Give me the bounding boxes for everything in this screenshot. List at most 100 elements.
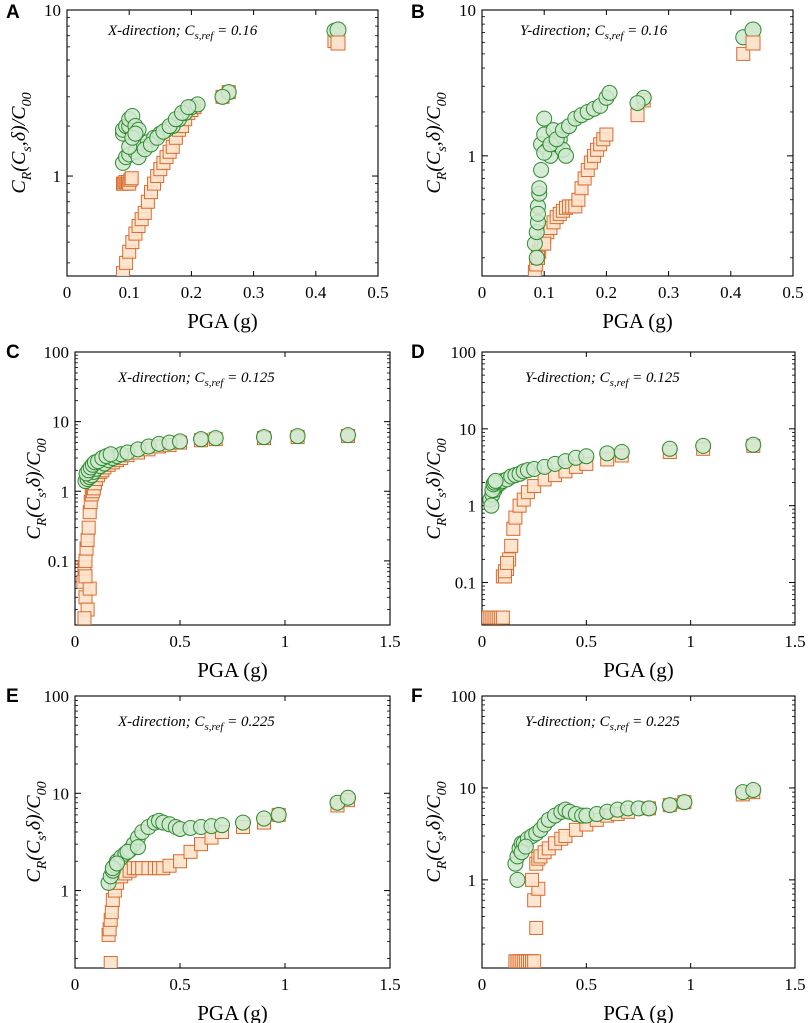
x-tick-label: 0.4 xyxy=(720,283,742,302)
orange-square-point xyxy=(80,532,95,547)
orange-square-point xyxy=(736,46,751,61)
green-circle-point xyxy=(601,84,618,101)
plot-frame xyxy=(66,9,379,277)
annotation: X-direction; Cs,ref = 0.225 xyxy=(117,714,275,733)
x-tick-label: 0 xyxy=(478,632,487,651)
y-tick-label: 10 xyxy=(459,779,476,798)
green-circle-point xyxy=(270,806,287,823)
marker-layer xyxy=(482,436,762,625)
y-tick-label: 1 xyxy=(468,497,477,516)
orange-square-point xyxy=(527,954,542,968)
green-circle-point xyxy=(536,110,553,127)
plot-frame xyxy=(74,351,391,626)
plot-frame xyxy=(481,9,794,277)
green-circle-point xyxy=(235,814,251,831)
plot-frame xyxy=(481,351,796,626)
green-circle-point xyxy=(599,445,616,462)
orange-square-point xyxy=(82,581,97,596)
x-tick-label: 1 xyxy=(686,975,695,994)
y-axis-label: CR(Cs,δ)/C00 xyxy=(423,92,450,193)
annotation: Y-direction; Cs,ref = 0.225 xyxy=(525,714,680,733)
orange-square-point xyxy=(103,956,118,968)
y-tick-label: 0.1 xyxy=(455,574,476,593)
y-tick-label: 0.1 xyxy=(48,552,69,571)
x-axis-label: PGA (g) xyxy=(187,309,258,333)
orange-square-point xyxy=(78,569,93,584)
green-circle-point xyxy=(528,249,545,266)
x-tick-label: 1 xyxy=(686,632,695,651)
panel-a: A 0 0.1 0.2 0.3 0.4 0.5 1 10 PGA (g) CR(Cs,δ)/C00 X… xyxy=(6,1,389,333)
orange-square-point xyxy=(81,520,96,535)
green-circle-point xyxy=(517,838,534,855)
y-tick-label: 10 xyxy=(44,1,61,20)
orange-square-point xyxy=(529,920,544,935)
y-tick-label: 1 xyxy=(61,882,70,901)
green-circle-point xyxy=(509,871,526,888)
green-circle-point xyxy=(533,161,550,178)
orange-square-point xyxy=(599,127,614,142)
green-circle-point xyxy=(207,430,224,447)
y-tick-label: 1 xyxy=(61,482,70,501)
legend-square-marker xyxy=(330,35,346,51)
marker-layer xyxy=(507,781,762,968)
panel-b: B 0 0.1 0.2 0.3 0.4 0.5 1 10 PGA (g) CR(Cs,δ)/C00 Y… xyxy=(411,1,804,333)
green-circle-point xyxy=(695,437,712,454)
panel-letter: C xyxy=(6,342,20,363)
y-tick-label: 100 xyxy=(451,687,477,706)
green-circle-point xyxy=(130,839,146,856)
panel-letter: F xyxy=(411,686,423,707)
x-tick-label: 0.5 xyxy=(782,283,803,302)
x-axis-label: PGA (g) xyxy=(603,658,674,682)
green-circle-point xyxy=(256,810,272,827)
green-circle-point xyxy=(256,429,272,446)
x-axis-label: PGA (g) xyxy=(602,309,673,333)
orange-square-point xyxy=(104,905,119,920)
x-tick-label: 0.1 xyxy=(534,283,555,302)
marker-layer xyxy=(114,22,343,276)
panel-e: E 0 0.5 1 1.5 1 10 100 PGA (g) CR(Cs,δ)/C00 X-dire… xyxy=(6,686,401,1023)
x-tick-label: 0.5 xyxy=(169,975,190,994)
green-circle-point xyxy=(289,428,306,445)
marker-layer xyxy=(526,29,752,276)
y-tick-label: 10 xyxy=(52,784,69,803)
annotation: X-direction; Cs,ref = 0.125 xyxy=(117,370,275,389)
green-circle-point xyxy=(557,147,574,164)
x-tick-label: 0.4 xyxy=(305,283,327,302)
y-axis-label: CR(Cs,δ)/C00 xyxy=(23,438,50,539)
green-circle-point xyxy=(214,88,231,105)
y-tick-label: 1 xyxy=(53,167,62,186)
green-circle-point xyxy=(629,95,646,112)
y-axis-label: CR(Cs,δ)/C00 xyxy=(423,781,450,882)
green-circle-point xyxy=(109,855,125,872)
x-tick-label: 0.2 xyxy=(181,283,202,302)
y-tick-label: 10 xyxy=(459,1,476,20)
x-tick-label: 1.5 xyxy=(379,632,400,651)
orange-square-point xyxy=(77,611,92,625)
green-circle-point xyxy=(340,427,356,444)
green-circle-point xyxy=(172,433,188,450)
plot-frame xyxy=(481,695,796,969)
x-axis-label: PGA (g) xyxy=(197,658,268,682)
y-tick-label: 1 xyxy=(468,871,477,890)
panel-letter: D xyxy=(411,342,425,363)
orange-square-point xyxy=(183,844,198,859)
panel-letter: B xyxy=(411,2,425,23)
x-tick-label: 0 xyxy=(63,283,72,302)
marker-layer xyxy=(100,789,356,968)
x-tick-label: 0.1 xyxy=(119,283,140,302)
plot-frame xyxy=(74,695,391,969)
green-circle-point xyxy=(102,446,119,463)
y-axis-label: CR(Cs,δ)/C00 xyxy=(423,438,450,539)
panel-f: F 0 0.5 1 1.5 1 10 100 PGA (g) CR(Cs,δ)/C00 Y-dire… xyxy=(411,686,806,1023)
orange-square-point xyxy=(504,538,519,553)
orange-square-point xyxy=(124,171,139,186)
y-tick-label: 10 xyxy=(52,413,69,432)
panel-letter: A xyxy=(6,2,20,23)
y-tick-label: 100 xyxy=(44,687,70,706)
y-tick-label: 100 xyxy=(451,343,477,362)
marker-layer xyxy=(76,427,356,625)
legend-square-marker xyxy=(745,35,761,51)
orange-square-point xyxy=(525,872,540,887)
panel-c: C 0 0.5 1 1.5 0.1 1 10 100 PGA (g) CR(Cs,δ)/C00 X-d… xyxy=(6,342,401,682)
y-tick-label: 10 xyxy=(459,420,476,439)
